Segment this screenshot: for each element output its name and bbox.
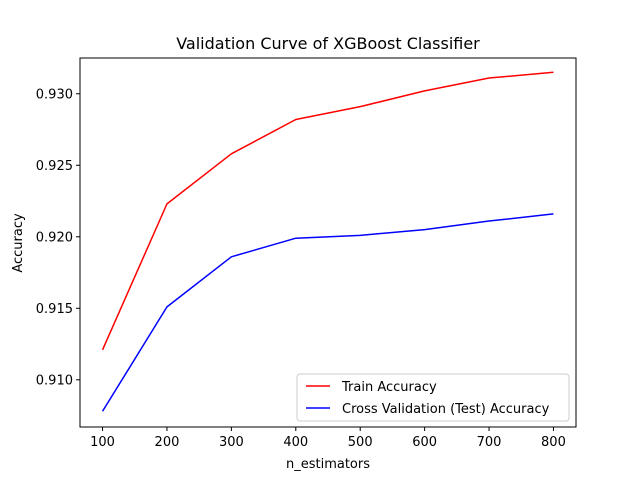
x-axis: 100 200 300 400 500 600 700 800 <box>90 427 566 450</box>
x-tick-label: 300 <box>219 435 244 450</box>
x-axis-label: n_estimators <box>286 457 370 472</box>
x-tick-label: 600 <box>412 435 437 450</box>
series-line-train-accuracy <box>101 71 554 351</box>
plot-frame <box>79 57 577 428</box>
x-tick-label: 500 <box>348 435 373 450</box>
x-tick-label: 200 <box>155 435 180 450</box>
y-axis: 0.910 0.915 0.920 0.925 0.930 <box>36 87 80 388</box>
series-line-cv-test-accuracy <box>101 213 554 412</box>
chart-title: Validation Curve of XGBoost Classifier <box>176 34 480 53</box>
y-axis-label: Accuracy <box>11 213 26 273</box>
x-tick-label: 400 <box>283 435 308 450</box>
y-tick-label: 0.930 <box>36 87 73 102</box>
y-tick-label: 0.925 <box>36 159 73 174</box>
x-tick-label: 100 <box>90 435 115 450</box>
x-tick-label: 700 <box>477 435 502 450</box>
y-tick-label: 0.915 <box>36 302 73 317</box>
legend-box <box>296 373 570 422</box>
legend-label: Train Accuracy <box>341 380 437 395</box>
y-tick-label: 0.920 <box>36 230 73 245</box>
y-tick-label: 0.910 <box>36 373 73 388</box>
x-tick-label: 800 <box>541 435 566 450</box>
legend: Train Accuracy Cross Validation (Test) Ac… <box>296 373 570 422</box>
plot-lines <box>101 71 554 412</box>
legend-label: Cross Validation (Test) Accuracy <box>342 402 550 417</box>
